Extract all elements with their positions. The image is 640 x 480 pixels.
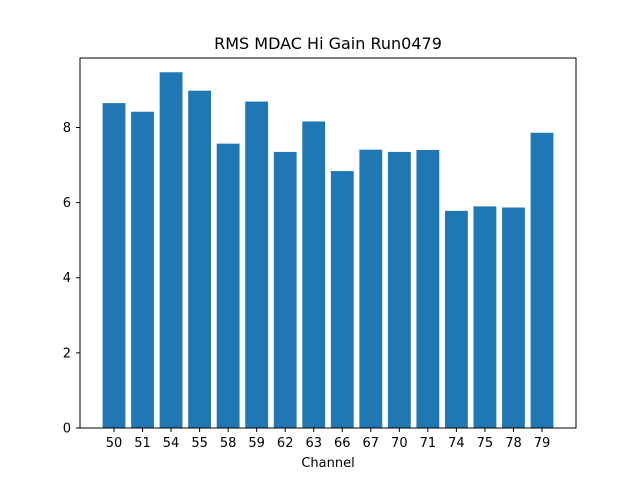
bar-channel-78 [502,207,525,428]
bar-channel-75 [473,206,497,428]
x-axis: 50 51 54 55 58 59 62 63 66 67 70 71 74 75 78 79 [106,428,551,451]
x-tick-label: 71 [420,436,437,451]
x-tick-label: 58 [220,436,237,451]
bar-channel-59 [245,101,269,428]
x-tick-label: 59 [248,436,265,451]
bar-channel-71 [416,150,440,428]
bar-channel-66 [330,171,354,428]
bar-channel-79 [530,132,554,428]
x-tick-label: 55 [191,436,208,451]
x-tick-label: 70 [391,436,408,451]
x-tick-label: 75 [477,436,494,451]
y-tick-label: 8 [63,121,71,136]
x-tick-label: 74 [448,436,465,451]
x-tick-label: 79 [534,436,551,451]
bar-channel-62 [273,151,297,428]
y-tick-label: 6 [63,196,71,211]
x-tick-label: 78 [505,436,522,451]
x-tick-label: 62 [277,436,294,451]
bar-channel-74 [444,210,468,428]
x-tick-label: 51 [134,436,151,451]
bar-channel-55 [188,90,212,429]
bar-channel-50 [102,103,126,428]
bar-channel-54 [159,72,183,429]
bar-channel-51 [131,111,154,428]
y-tick-label: 4 [63,271,71,286]
bar-channel-63 [302,121,326,428]
x-tick-label: 63 [305,436,322,451]
bar-channel-58 [216,143,240,428]
bar-channel-67 [359,149,383,428]
plot-frame [79,57,577,429]
x-tick-label: 50 [106,436,123,451]
x-tick-label: 67 [363,436,380,451]
chart-title: RMS MDAC Hi Gain Run0479 [214,34,442,53]
y-axis: 0 2 4 6 8 [63,121,80,437]
x-tick-label: 66 [334,436,351,451]
y-tick-label: 2 [63,346,71,361]
x-axis-label: Channel [301,456,354,471]
x-tick-label: 54 [163,436,180,451]
bars-layer [102,72,554,429]
y-tick-label: 0 [63,422,71,437]
bar-channel-70 [387,151,411,428]
